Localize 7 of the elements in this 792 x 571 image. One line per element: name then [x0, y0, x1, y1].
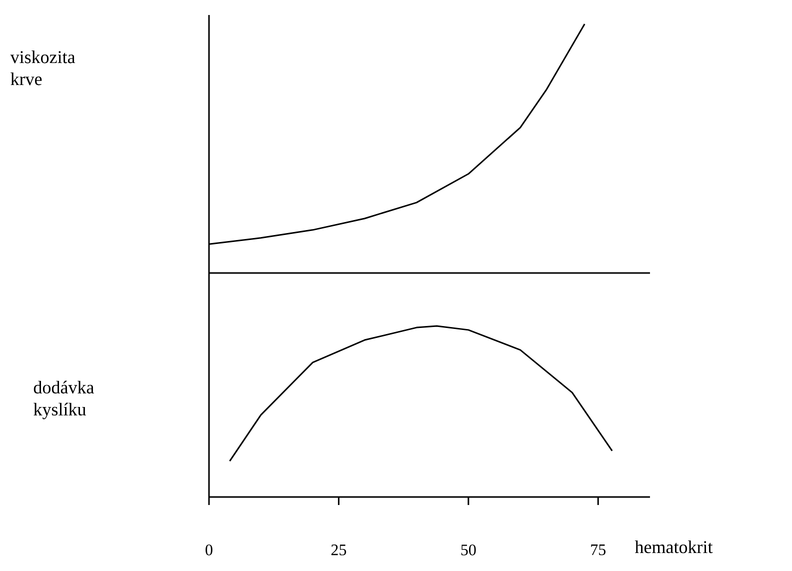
x-tick-label: 75 — [591, 544, 606, 556]
y-axis-title: dodávka kyslíku — [34, 380, 94, 420]
y-axis-title: viskozita krve — [10, 50, 76, 86]
x-tick-label: 25 — [331, 544, 346, 556]
x-tick-label: 50 — [461, 544, 476, 556]
x-tick-label: 0 — [206, 544, 212, 556]
x-axis-title: hematokrit — [634, 540, 713, 554]
